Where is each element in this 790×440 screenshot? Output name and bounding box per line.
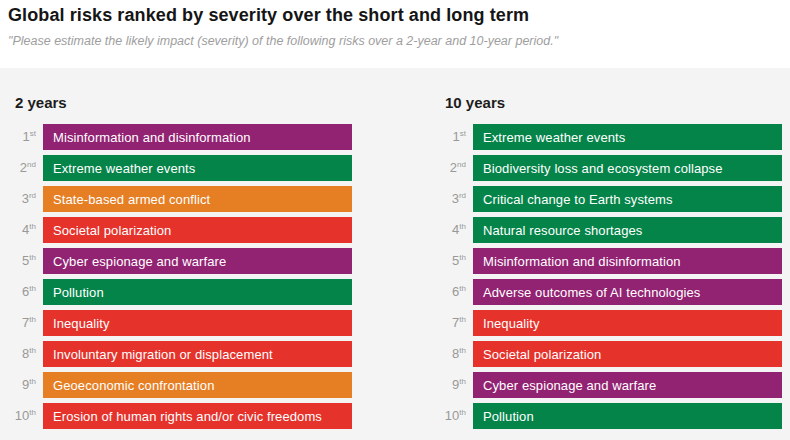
- risk-label: Geoeconomic confrontation: [53, 378, 214, 393]
- risk-row: 7th Inequality: [0, 310, 352, 336]
- risk-label: Pollution: [483, 409, 534, 424]
- chart-panel: 2 years 1st Misinformation and disinform…: [0, 68, 790, 440]
- risk-bar: Involuntary migration or displacement: [43, 341, 352, 367]
- risk-label: Cyber espionage and warfare: [53, 254, 226, 269]
- risk-label: Natural resource shortages: [483, 223, 642, 238]
- risk-bar: Societal polarization: [43, 217, 352, 243]
- risk-bar: Erosion of human rights and/or civic fre…: [43, 403, 352, 429]
- risk-row: 4th Societal polarization: [0, 217, 352, 243]
- risk-label: Inequality: [483, 316, 540, 331]
- risk-label: Societal polarization: [483, 347, 601, 362]
- risk-bar: Pollution: [43, 279, 352, 305]
- risk-label: Societal polarization: [53, 223, 171, 238]
- rank-label: 5th: [430, 254, 466, 267]
- risk-label: Misinformation and disinformation: [53, 130, 251, 145]
- page-subtitle: "Please estimate the likely impact (seve…: [8, 34, 558, 48]
- risk-label: Adverse outcomes of AI technologies: [483, 285, 700, 300]
- rank-label: 1st: [430, 130, 466, 143]
- risk-row: 4th Natural resource shortages: [430, 217, 782, 243]
- risk-label: State-based armed conflict: [53, 192, 210, 207]
- rank-label: 7th: [0, 316, 36, 329]
- risk-bar: Cyber espionage and warfare: [43, 248, 352, 274]
- risk-bar: Critical change to Earth systems: [473, 186, 782, 212]
- risk-bar: Cyber espionage and warfare: [473, 372, 782, 398]
- risk-row: 8th Involuntary migration or displacemen…: [0, 341, 352, 367]
- risk-row: 2nd Biodiversity loss and ecosystem coll…: [430, 155, 782, 181]
- risk-bar: Natural resource shortages: [473, 217, 782, 243]
- risk-label: Critical change to Earth systems: [483, 192, 673, 207]
- rank-label: 7th: [430, 316, 466, 329]
- rank-label: 2nd: [0, 161, 36, 174]
- risk-row: 9th Cyber espionage and warfare: [430, 372, 782, 398]
- page-title: Global risks ranked by severity over the…: [8, 5, 529, 26]
- risk-row: 3rd State-based armed conflict: [0, 186, 352, 212]
- risk-label: Cyber espionage and warfare: [483, 378, 656, 393]
- risk-label: Pollution: [53, 285, 104, 300]
- risk-label: Involuntary migration or displacement: [53, 347, 273, 362]
- risk-list-10-years: 1st Extreme weather events 2nd Biodivers…: [430, 124, 782, 434]
- risk-bar: Inequality: [473, 310, 782, 336]
- risk-row: 1st Extreme weather events: [430, 124, 782, 150]
- rank-label: 10th: [0, 409, 36, 422]
- rank-label: 4th: [0, 223, 36, 236]
- risk-bar: State-based armed conflict: [43, 186, 352, 212]
- rank-label: 6th: [430, 285, 466, 298]
- risk-label: Inequality: [53, 316, 110, 331]
- risk-bar: Societal polarization: [473, 341, 782, 367]
- risk-row: 10th Pollution: [430, 403, 782, 429]
- rank-label: 1st: [0, 130, 36, 143]
- rank-label: 8th: [430, 347, 466, 360]
- rank-label: 10th: [430, 409, 466, 422]
- risk-bar: Biodiversity loss and ecosystem collapse: [473, 155, 782, 181]
- risk-bar: Geoeconomic confrontation: [43, 372, 352, 398]
- risk-row: 8th Societal polarization: [430, 341, 782, 367]
- rank-label: 6th: [0, 285, 36, 298]
- risk-bar: Extreme weather events: [43, 155, 352, 181]
- rank-label: 9th: [0, 378, 36, 391]
- risk-label: Extreme weather events: [483, 130, 625, 145]
- column-header-10-years: 10 years: [445, 94, 505, 111]
- rank-label: 9th: [430, 378, 466, 391]
- risk-row: 7th Inequality: [430, 310, 782, 336]
- column-header-2-years: 2 years: [15, 94, 67, 111]
- risk-row: 5th Cyber espionage and warfare: [0, 248, 352, 274]
- risk-row: 6th Pollution: [0, 279, 352, 305]
- rank-label: 8th: [0, 347, 36, 360]
- risk-row: 6th Adverse outcomes of AI technologies: [430, 279, 782, 305]
- risk-label: Misinformation and disinformation: [483, 254, 681, 269]
- rank-label: 3rd: [0, 192, 36, 205]
- rank-label: 5th: [0, 254, 36, 267]
- risk-list-2-years: 1st Misinformation and disinformation 2n…: [0, 124, 352, 434]
- rank-label: 2nd: [430, 161, 466, 174]
- rank-label: 4th: [430, 223, 466, 236]
- risk-bar: Pollution: [473, 403, 782, 429]
- risk-label: Biodiversity loss and ecosystem collapse: [483, 161, 723, 176]
- risk-row: 3rd Critical change to Earth systems: [430, 186, 782, 212]
- risk-bar: Misinformation and disinformation: [473, 248, 782, 274]
- risk-bar: Adverse outcomes of AI technologies: [473, 279, 782, 305]
- risk-row: 10th Erosion of human rights and/or civi…: [0, 403, 352, 429]
- risk-row: 5th Misinformation and disinformation: [430, 248, 782, 274]
- risk-row: 9th Geoeconomic confrontation: [0, 372, 352, 398]
- rank-label: 3rd: [430, 192, 466, 205]
- risk-row: 2nd Extreme weather events: [0, 155, 352, 181]
- page: Global risks ranked by severity over the…: [0, 0, 790, 440]
- risk-bar: Extreme weather events: [473, 124, 782, 150]
- risk-bar: Misinformation and disinformation: [43, 124, 352, 150]
- risk-row: 1st Misinformation and disinformation: [0, 124, 352, 150]
- risk-bar: Inequality: [43, 310, 352, 336]
- risk-label: Extreme weather events: [53, 161, 195, 176]
- risk-label: Erosion of human rights and/or civic fre…: [53, 409, 322, 424]
